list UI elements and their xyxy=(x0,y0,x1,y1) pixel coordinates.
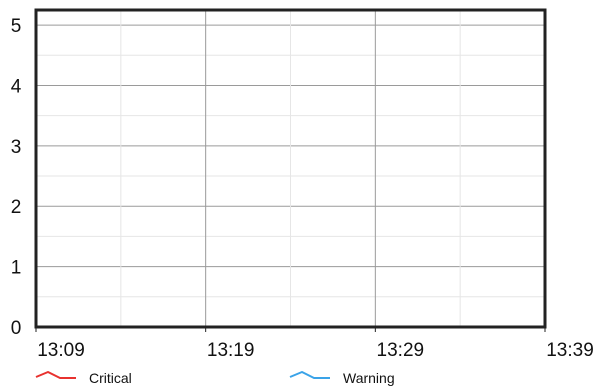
plot-border xyxy=(34,8,547,329)
y-tick-label: 3 xyxy=(11,137,22,158)
legend-label: Warning xyxy=(343,370,395,386)
y-tick-label: 5 xyxy=(11,16,22,37)
y-tick-label: 4 xyxy=(11,76,22,97)
legend-swatch xyxy=(35,371,76,379)
x-tick-label: 13:19 xyxy=(207,340,255,361)
y-tick-label: 2 xyxy=(11,197,22,218)
y-tick-label: 0 xyxy=(11,318,22,339)
legend: Critical Warning xyxy=(35,370,395,386)
legend-item-warning: Warning xyxy=(289,370,395,386)
y-tick-label: 1 xyxy=(11,258,22,279)
grid xyxy=(36,10,545,327)
x-tick-label: 13:09 xyxy=(37,340,85,361)
x-axis: 13:09 13:19 13:29 13:39 xyxy=(35,327,594,361)
legend-swatch xyxy=(289,371,330,379)
legend-label: Critical xyxy=(89,370,132,386)
plot-frame xyxy=(34,8,547,329)
y-axis: 0 1 2 3 4 5 xyxy=(11,16,22,339)
x-tick-label: 13:39 xyxy=(546,340,594,361)
x-tick-label: 13:29 xyxy=(377,340,425,361)
legend-item-critical: Critical xyxy=(35,370,132,386)
